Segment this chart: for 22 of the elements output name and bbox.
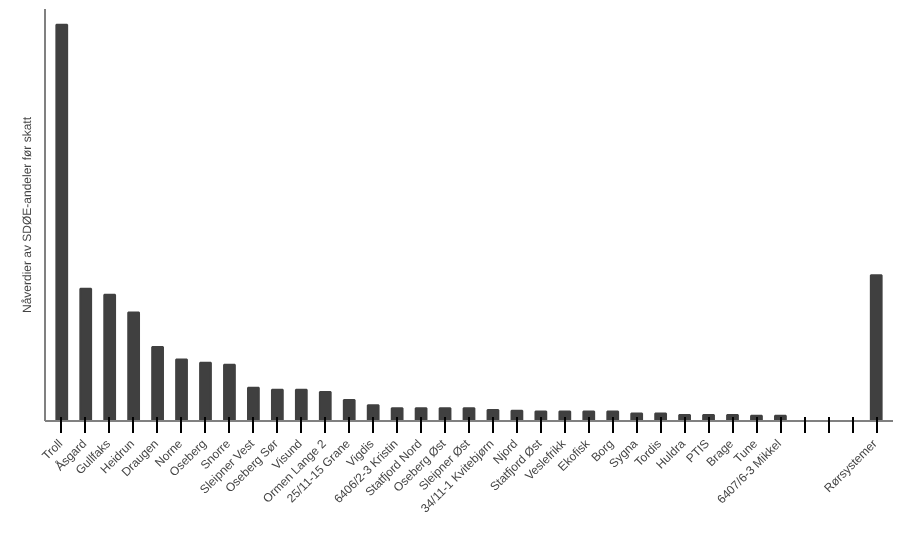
bar — [630, 412, 644, 421]
bar — [869, 274, 883, 421]
bar — [151, 345, 164, 421]
bar — [390, 407, 404, 421]
bar — [247, 386, 260, 421]
bar — [582, 410, 596, 421]
bar — [654, 412, 668, 421]
bar — [55, 23, 69, 421]
bar — [199, 361, 212, 421]
bar — [318, 391, 332, 421]
bar — [294, 388, 308, 421]
bar — [534, 410, 548, 421]
bar — [558, 410, 572, 421]
bar — [79, 287, 93, 421]
bar — [342, 399, 356, 421]
bar — [606, 410, 620, 421]
bar — [127, 311, 141, 421]
bar — [175, 358, 188, 421]
bar — [270, 388, 284, 421]
bar — [103, 293, 117, 421]
bar — [223, 363, 236, 421]
bar — [366, 404, 380, 421]
